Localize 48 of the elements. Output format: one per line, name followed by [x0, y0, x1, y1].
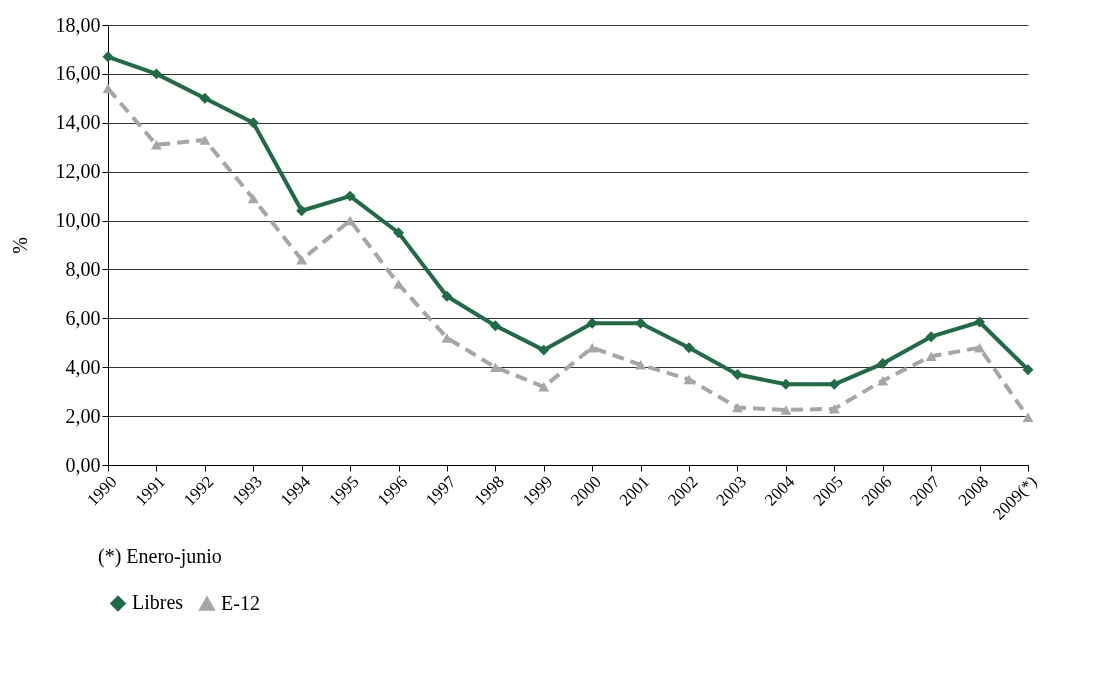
point	[732, 402, 743, 413]
y-tick-label: 0,00	[65, 453, 101, 476]
point	[1022, 364, 1034, 376]
y-tick-label: 8,00	[65, 257, 101, 280]
y-tick-label: 2,00	[65, 404, 101, 427]
y-tick-label: 16,00	[55, 62, 101, 85]
point	[538, 344, 550, 356]
point	[199, 135, 211, 145]
y-tick-label: 14,00	[55, 111, 101, 134]
point	[296, 205, 308, 217]
point	[1022, 412, 1034, 423]
y-tick-label: 4,00	[65, 355, 101, 378]
y-tick-label: 18,00	[55, 13, 101, 36]
y-axis-title: %	[8, 237, 31, 254]
point	[247, 117, 259, 129]
point	[199, 92, 211, 104]
point	[393, 227, 404, 239]
point	[102, 51, 114, 63]
point	[441, 290, 453, 302]
point	[296, 254, 308, 265]
point	[683, 374, 695, 385]
legend-label: E-12	[221, 591, 260, 614]
point	[974, 316, 986, 328]
point	[925, 331, 937, 343]
legend-label: Libres	[132, 591, 184, 614]
point	[732, 369, 743, 381]
point	[586, 317, 598, 329]
point	[877, 358, 889, 370]
point	[877, 375, 889, 386]
y-tick-label: 6,00	[65, 306, 101, 329]
text: (*) Enero-junio	[98, 545, 222, 568]
point	[683, 342, 695, 354]
point	[489, 320, 501, 332]
y-tick-label: 12,00	[55, 160, 101, 183]
point	[247, 193, 259, 204]
point	[393, 279, 404, 289]
point	[828, 404, 840, 414]
point	[489, 362, 501, 372]
point	[974, 342, 986, 353]
point	[344, 190, 356, 202]
point	[635, 360, 647, 370]
point	[538, 382, 550, 392]
point	[635, 317, 647, 329]
point	[780, 405, 792, 415]
y-tick-label: 10,00	[55, 209, 101, 232]
point	[150, 68, 162, 80]
point	[925, 351, 937, 361]
point	[150, 140, 162, 150]
